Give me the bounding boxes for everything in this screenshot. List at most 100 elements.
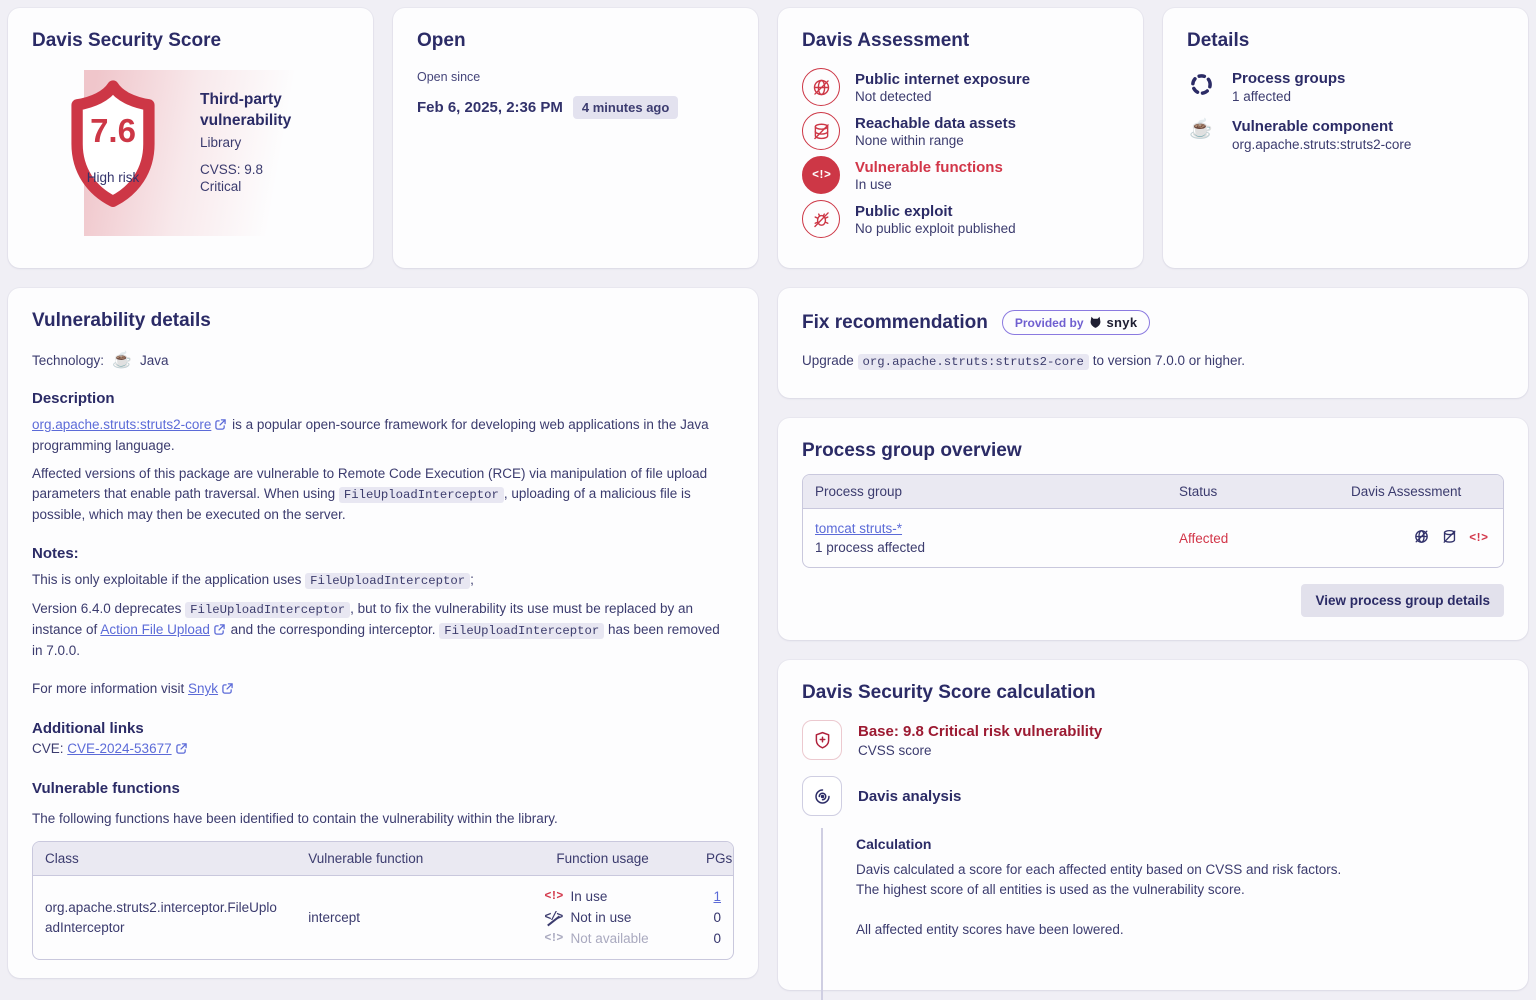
- column-header-davis-assessment: Davis Assessment: [1351, 484, 1462, 499]
- card-davis-security-score: Davis Security Score 7.6 High risk Third…: [8, 8, 373, 268]
- more-info-line: For more information visit Snyk: [32, 679, 734, 700]
- status-card-title: Open: [417, 30, 466, 51]
- time-ago-badge: 4 minutes ago: [572, 96, 679, 119]
- cell-class: org.apache.struts2.interceptor.FileUploa…: [45, 899, 277, 935]
- card-fix-recommendation: Fix recommendation Provided by snyk Upgr…: [778, 288, 1528, 398]
- usage-count: 0: [713, 931, 721, 946]
- security-shield-icon: 7.6 High risk: [50, 68, 176, 230]
- vuln-details-title: Vulnerability details: [32, 310, 211, 331]
- column-header-usage: Function usage: [556, 851, 649, 866]
- usage-not-available: <!> Not available 0: [545, 928, 721, 949]
- java-icon: ☕: [112, 352, 132, 369]
- assessment-label: Public exploit: [855, 202, 953, 220]
- vulnerable-functions-heading: Vulnerable functions: [32, 780, 180, 797]
- assessment-item-public-internet-exposure: Public internet exposure Not detected: [802, 68, 1119, 106]
- usage-count: 0: [713, 910, 721, 925]
- technology-line: Technology: ☕ Java: [32, 350, 734, 370]
- column-header-status: Status: [1179, 484, 1218, 499]
- code-span: FileUploadInterceptor: [305, 573, 471, 589]
- inline-link[interactable]: org.apache.struts:struts2-core: [32, 417, 212, 432]
- additional-links-heading: Additional links: [32, 720, 144, 737]
- code-alert-muted-icon: <!>: [544, 932, 564, 945]
- java-icon: ☕: [1187, 118, 1215, 152]
- usage-label: Not available: [570, 931, 649, 946]
- description-paragraph-2: Affected versions of this package are vu…: [32, 466, 708, 522]
- cell-process-group: tomcat struts-* 1 process affected: [803, 509, 1167, 567]
- table-row: org.apache.struts2.interceptor.FileUploa…: [33, 876, 733, 959]
- snyk-logo-icon: [1089, 316, 1102, 329]
- pg-count-link[interactable]: 1: [713, 889, 721, 904]
- column-header-function: Vulnerable function: [308, 851, 424, 866]
- table-header-row: Class Vulnerable function Function usage…: [33, 842, 733, 876]
- code-alert-icon: <!>: [802, 156, 840, 194]
- calc-base-text: Base: 9.8 Critical risk vulnerability CV…: [858, 720, 1102, 760]
- shield-plus-icon: [802, 720, 842, 760]
- usage-count: 1: [691, 889, 721, 904]
- column-header-class: Class: [45, 851, 79, 866]
- davis-analysis-icon: [802, 776, 842, 816]
- external-link-icon: [175, 740, 187, 760]
- base-score-title: Base: 9.8 Critical risk vulnerability: [858, 723, 1103, 740]
- table-row: tomcat struts-* 1 process affected Affec…: [803, 509, 1503, 567]
- davis-analysis-detail: Calculation Davis calculated a score for…: [821, 828, 1504, 1000]
- notes-paragraph-1: This is only exploitable if the applicat…: [32, 572, 474, 589]
- external-link-icon: [215, 416, 227, 436]
- code-alert-icon: <!>: [544, 890, 564, 903]
- column-header-pgs: PGs: [706, 851, 733, 866]
- code-span: FileUploadInterceptor: [338, 487, 504, 503]
- assessment-item-vulnerable-functions: <!> Vulnerable functions In use: [802, 156, 1119, 194]
- cvss-score: CVSS: 9.8: [200, 161, 264, 177]
- globe-slash-icon: [1413, 528, 1430, 548]
- details-label: Process groups: [1232, 70, 1346, 87]
- card-process-group-overview: Process group overview Process group Sta…: [778, 418, 1528, 640]
- vulnerability-category: Library: [200, 134, 242, 150]
- assessment-value: None within range: [855, 132, 964, 148]
- fix-recommendation-header: Fix recommendation Provided by snyk: [802, 310, 1504, 335]
- technology-label: Technology:: [32, 352, 105, 368]
- notes-paragraph-2: Version 6.4.0 deprecates FileUploadInter…: [32, 601, 720, 658]
- globe-slash-icon: [802, 68, 840, 106]
- score-meta: Third-party vulnerability Library CVSS: …: [200, 90, 318, 194]
- cell-function: intercept: [308, 910, 361, 925]
- open-since-timestamp: Feb 6, 2025, 2:36 PM: [417, 99, 563, 116]
- calc-davis-item: Davis analysis: [802, 776, 1504, 816]
- assessment-value: In use: [855, 176, 892, 192]
- usage-not-in-use: </> Not in use 0: [545, 907, 721, 928]
- database-slash-icon: [1441, 528, 1458, 548]
- vulnerability-type: Third-party vulnerability: [200, 91, 292, 129]
- assessment-label: Reachable data assets: [855, 114, 1016, 132]
- cvss-severity: Critical: [200, 178, 242, 194]
- calculation-line-1: Davis calculated a score for each affect…: [856, 862, 1342, 877]
- inline-link[interactable]: CVE-2024-53677: [67, 741, 172, 756]
- inline-link[interactable]: Snyk: [188, 681, 219, 696]
- technology-value: Java: [139, 352, 169, 368]
- score-card-title: Davis Security Score: [32, 30, 222, 51]
- details-list: Process groups 1 affected ☕ Vulnerable c…: [1187, 70, 1504, 152]
- card-vulnerability-details: Vulnerability details Technology: ☕ Java…: [8, 288, 758, 978]
- table-header-row: Process group Status Davis Assessment: [803, 475, 1503, 509]
- process-group-link[interactable]: tomcat struts-*: [815, 521, 903, 536]
- usage-in-use: <!> In use 1: [545, 886, 721, 907]
- assessment-item-text: Reachable data assets None within range: [855, 115, 1016, 148]
- details-item-text: Vulnerable component org.apache.struts:s…: [1232, 118, 1411, 152]
- code-alert-icon: <!>: [1469, 531, 1488, 545]
- external-link-icon: [214, 621, 225, 641]
- card-score-calculation: Davis Security Score calculation Base: 9…: [778, 660, 1528, 1000]
- assessment-card-title: Davis Assessment: [802, 30, 970, 51]
- fix-card-title: Fix recommendation: [802, 311, 988, 333]
- process-group-sub: 1 process affected: [815, 540, 926, 555]
- assessment-label: Vulnerable functions: [855, 158, 1003, 176]
- code-alert-glyph: <!>: [812, 168, 831, 182]
- inline-link[interactable]: Action File Upload: [100, 622, 210, 637]
- calc-base-item: Base: 9.8 Critical risk vulnerability CV…: [802, 720, 1504, 760]
- assessment-label: Public internet exposure: [855, 70, 1031, 88]
- cve-line: CVE: CVE-2024-53677: [32, 739, 734, 760]
- cell-davis-assessment: <!>: [1339, 516, 1503, 560]
- code-slash-icon: </>: [545, 911, 571, 924]
- snyk-brand-text: snyk: [1106, 315, 1138, 330]
- davis-analysis-title: Davis analysis: [858, 788, 962, 805]
- assessment-list: Public internet exposure Not detected Re…: [802, 68, 1119, 238]
- view-process-group-details-button[interactable]: View process group details: [1301, 584, 1504, 617]
- process-group-name: tomcat struts-*: [815, 521, 1155, 536]
